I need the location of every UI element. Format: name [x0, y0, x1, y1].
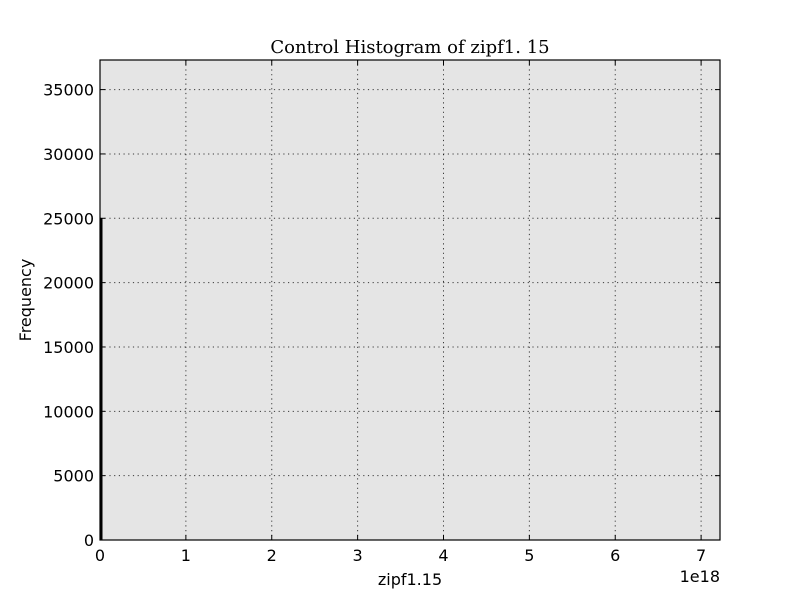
- histogram-bars: [100, 218, 103, 540]
- y-tick-label: 30000: [43, 145, 94, 164]
- tick-marks: [99, 60, 720, 541]
- x-tick-label: 7: [696, 546, 706, 565]
- chart-title: Control Histogram of zipf1. 15: [270, 37, 549, 58]
- y-tick-label: 10000: [43, 402, 94, 421]
- x-tick-label: 5: [524, 546, 534, 565]
- x-tick-label: 2: [267, 546, 277, 565]
- histogram-bar: [100, 218, 103, 540]
- x-tick-label: 3: [353, 546, 363, 565]
- x-tick-label: 0: [95, 546, 105, 565]
- y-axis-label: Frequency: [16, 259, 35, 342]
- x-tick-label: 4: [438, 546, 448, 565]
- x-axis-label: zipf1.15: [378, 570, 442, 589]
- x-tick-label: 1: [181, 546, 191, 565]
- y-tick-labels: 0 5000 10000 15000 20000 25000 30000 35000: [43, 81, 94, 550]
- y-tick-label: 35000: [43, 81, 94, 100]
- y-tick-label: 5000: [53, 467, 94, 486]
- x-axis-offset-label: 1e18: [680, 567, 720, 586]
- y-tick-label: 15000: [43, 338, 94, 357]
- grid: [100, 60, 720, 540]
- x-tick-label: 6: [610, 546, 620, 565]
- y-tick-label: 0: [84, 531, 94, 550]
- plot-background: [100, 60, 720, 540]
- plot-frame: [99, 59, 721, 541]
- y-tick-label: 25000: [43, 209, 94, 228]
- y-tick-label: 20000: [43, 274, 94, 293]
- x-tick-labels: 0 1 2 3 4 5 6 7: [95, 546, 706, 565]
